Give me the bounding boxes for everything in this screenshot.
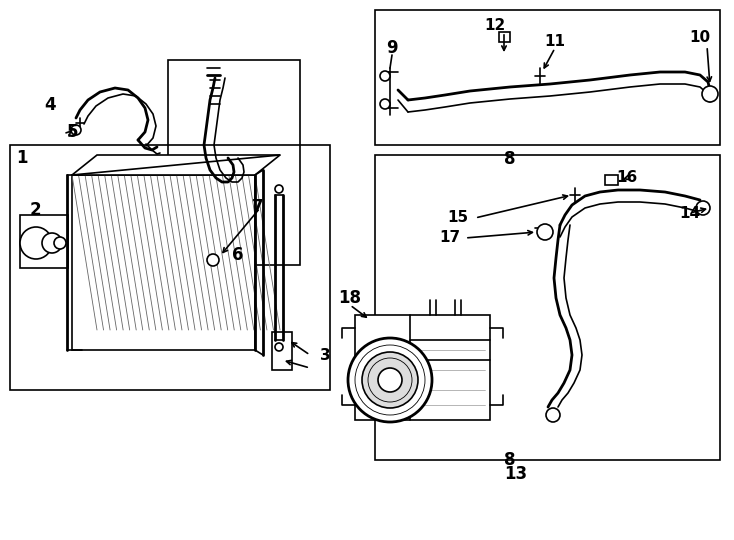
Text: 8: 8 [504,150,516,168]
Bar [168,60,300,265]
Text: 11: 11 [545,35,565,50]
Circle shape [696,201,710,215]
Text: 9: 9 [386,39,398,57]
Circle shape [275,343,283,351]
Text: 1: 1 [16,149,28,167]
Circle shape [54,237,66,249]
Text: 13: 13 [504,465,528,483]
Text: 16: 16 [617,171,638,186]
Circle shape [380,99,390,109]
Polygon shape [72,175,255,350]
Text: 15: 15 [448,211,468,226]
Text: 17: 17 [440,231,460,246]
Circle shape [380,71,390,81]
Text: 14: 14 [680,206,700,220]
Bar [272,332,292,370]
Circle shape [71,125,81,135]
Circle shape [20,227,52,259]
Bar [499,32,510,42]
Bar [10,145,330,390]
Text: 3: 3 [320,348,330,362]
Circle shape [362,352,418,408]
Polygon shape [72,155,280,175]
Text: 18: 18 [338,289,362,307]
Text: 10: 10 [689,30,711,45]
Text: 8: 8 [504,451,516,469]
Text: 5: 5 [66,123,78,141]
Bar [605,175,618,185]
Circle shape [537,224,553,240]
Text: 7: 7 [252,198,264,216]
Circle shape [546,408,560,422]
Text: 6: 6 [232,246,244,264]
Bar [355,315,490,420]
Text: 2: 2 [29,201,41,219]
Bar [375,10,720,145]
Bar [20,215,68,268]
Circle shape [378,368,402,392]
Circle shape [348,338,432,422]
Circle shape [42,233,62,253]
Circle shape [275,185,283,193]
Circle shape [207,254,219,266]
Bar [375,155,720,460]
Text: 4: 4 [44,96,56,114]
Circle shape [702,86,718,102]
Text: 12: 12 [484,18,506,33]
